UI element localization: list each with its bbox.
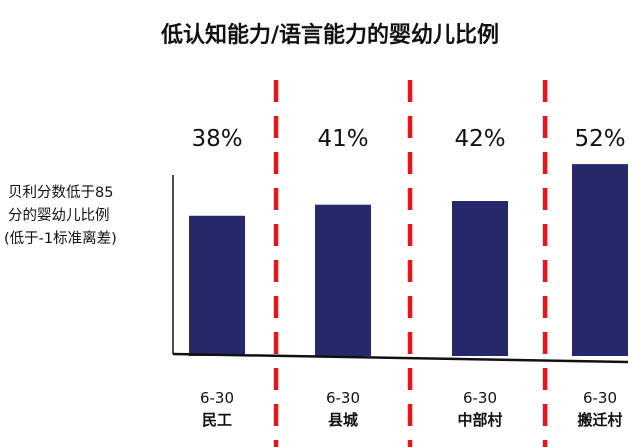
category-age-2: 6-30 [326,389,360,407]
chart-title: 低认知能力/语言能力的婴幼儿比例 [160,22,499,48]
value-label-3: 42% [454,126,505,152]
y-axis-label-line-2: 分的婴幼儿比例 [8,207,110,224]
category-dividers [273,80,548,447]
value-label-4: 52% [574,126,625,152]
bar-series [189,164,628,356]
category-age-3: 6-30 [463,389,497,407]
category-labels: 6-30 民工 6-30 县城 6-30 中部村 6-30 搬迁村 [200,389,623,429]
value-label-2: 41% [317,126,368,152]
bar-3 [452,201,508,356]
category-age-1: 6-30 [200,389,234,407]
bar-4 [572,164,628,356]
y-axis-label-line-3: (低于-1标准离差) [4,230,117,247]
x-axis-line [172,352,629,364]
bar-2 [315,204,371,356]
category-name-1: 民工 [202,411,232,429]
value-label-1: 38% [191,126,242,152]
y-axis-label-line-1: 贝利分数低于85 [8,184,113,201]
category-name-4: 搬迁村 [577,411,622,429]
value-labels: 38% 41% 42% 52% [191,126,625,152]
bar-1 [189,215,245,356]
category-name-3: 中部村 [457,411,502,429]
category-age-4: 6-30 [583,389,617,407]
category-name-2: 县城 [328,411,358,429]
